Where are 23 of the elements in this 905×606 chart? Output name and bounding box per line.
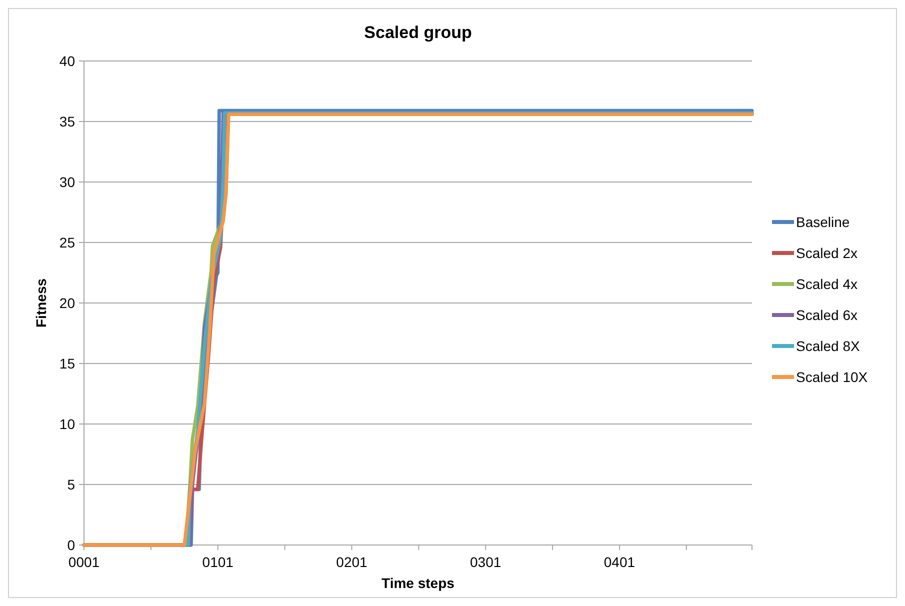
legend-label: Scaled 10X [796,368,868,385]
x-tick-label: 0101 [202,554,234,570]
y-tick-label: 35 [59,113,76,130]
legend-label: Scaled 8X [796,338,860,354]
legend-label: Scaled 4x [796,276,858,292]
legend-label: Scaled 6x [796,306,858,323]
y-axis-title: Fitness [33,278,49,328]
y-tick-label: 15 [59,355,76,372]
y-tick-label: 40 [59,52,76,69]
chart-title: Scaled group [364,23,472,42]
legend-label: Scaled 2x [796,244,858,261]
y-tick-label: 20 [59,294,76,311]
x-tick-label: 0301 [470,554,502,570]
y-tick-label: 10 [59,416,76,432]
x-axis-title: Time steps [382,575,455,591]
y-tick-label: 5 [67,476,76,492]
y-tick-label: 0 [67,536,76,553]
legend-label: Baseline [796,214,850,230]
y-tick-label: 25 [59,234,76,250]
y-tick-label: 30 [59,174,76,190]
x-tick-label: 0401 [604,554,636,570]
x-tick-label: 0201 [336,554,368,570]
x-tick-label: 0001 [68,554,100,570]
